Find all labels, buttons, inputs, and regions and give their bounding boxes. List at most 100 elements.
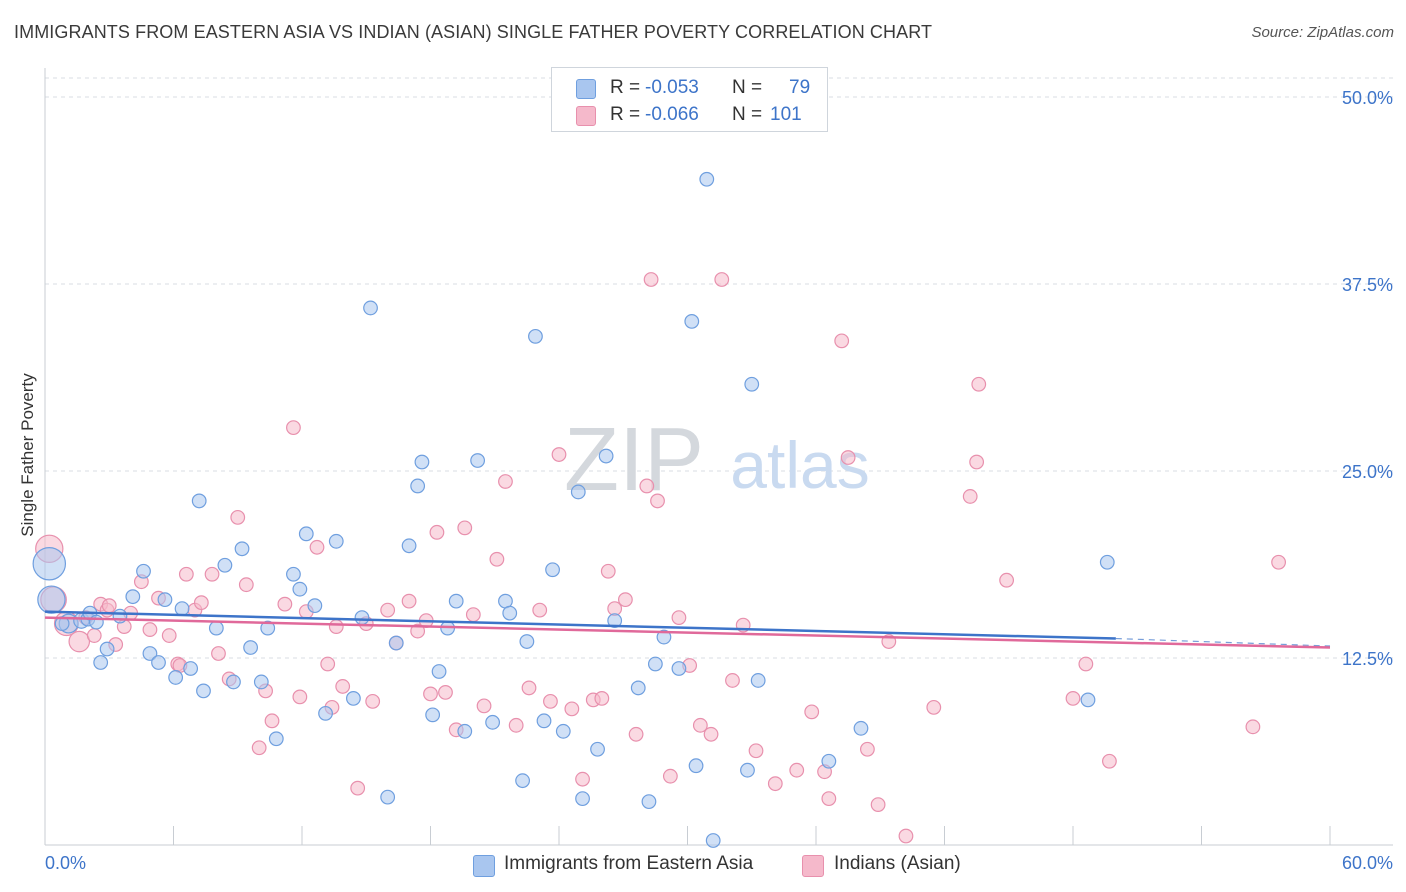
legend-row-indians-asian: R = -0.066 N = 101 [552, 104, 827, 128]
point-eastern-asia [590, 741, 605, 757]
point-eastern-asia [388, 635, 404, 651]
point-indians-asian [1245, 719, 1261, 735]
point-indians-asian [962, 489, 978, 504]
point-indians-asian [204, 566, 220, 582]
point-eastern-asia [750, 673, 766, 688]
point-eastern-asia [363, 300, 378, 316]
point-indians-asian [277, 596, 293, 612]
grid-lines [45, 77, 1393, 659]
point-indians-asian [821, 791, 837, 807]
point-indians-asian [476, 698, 492, 714]
series-indians-asian-points [35, 272, 1286, 844]
point-eastern-asia [125, 589, 141, 605]
point-eastern-asia [853, 720, 869, 736]
point-indians-asian [628, 726, 644, 742]
point-indians-asian [575, 771, 590, 787]
point-eastern-asia [268, 731, 284, 747]
point-indians-asian [142, 622, 158, 637]
point-eastern-asia [641, 794, 657, 810]
point-indians-asian [714, 272, 730, 287]
point-indians-asian [178, 566, 194, 582]
point-eastern-asia [307, 598, 323, 614]
point-indians-asian [238, 577, 254, 593]
point-eastern-asia [112, 608, 128, 624]
trend-line-eastern-asia-extension [1115, 637, 1331, 647]
point-eastern-asia [536, 713, 552, 729]
n-label: N = [732, 77, 763, 98]
point-indians-asian [999, 572, 1015, 588]
point-eastern-asia [260, 620, 276, 636]
point-eastern-asia [32, 547, 67, 581]
point-indians-asian [286, 420, 301, 436]
point-indians-asian [489, 551, 505, 567]
point-eastern-asia [93, 655, 109, 670]
point-indians-asian [438, 685, 453, 700]
point-indians-asian [767, 776, 783, 792]
point-indians-asian [804, 704, 820, 720]
legend-swatch-eastern-asia [473, 855, 495, 877]
point-indians-asian [457, 520, 473, 536]
point-eastern-asia [671, 661, 687, 676]
point-eastern-asia [470, 453, 486, 468]
point-eastern-asia [431, 664, 447, 679]
point-indians-asian [600, 563, 616, 579]
point-eastern-asia [157, 592, 173, 608]
point-indians-asian [1102, 753, 1117, 769]
series-eastern-asia-points [32, 171, 1115, 848]
point-eastern-asia [425, 707, 441, 723]
point-indians-asian [898, 828, 914, 844]
r-label: R = [610, 77, 641, 98]
point-eastern-asia [243, 640, 259, 655]
point-eastern-asia [99, 641, 115, 657]
point-indians-asian [639, 478, 655, 494]
point-eastern-asia [226, 674, 241, 690]
point-indians-asian [532, 602, 548, 618]
point-eastern-asia [354, 610, 370, 626]
point-eastern-asia [744, 376, 760, 392]
point-eastern-asia [196, 683, 211, 699]
point-eastern-asia [191, 493, 207, 509]
point-eastern-asia [821, 753, 837, 769]
point-eastern-asia [740, 762, 755, 778]
point-eastern-asia [346, 690, 361, 706]
point-eastern-asia [699, 171, 715, 187]
point-eastern-asia [318, 705, 333, 721]
point-eastern-asia [688, 758, 704, 774]
point-indians-asian [860, 741, 875, 757]
point-eastern-asia [234, 541, 250, 557]
point-indians-asian [971, 376, 987, 392]
point-indians-asian [101, 598, 117, 614]
point-eastern-asia [298, 526, 314, 542]
y-tick-label: 25.0% [1342, 462, 1393, 482]
point-eastern-asia [575, 791, 590, 807]
x-tick-label: 60.0% [1342, 853, 1393, 873]
point-indians-asian [230, 509, 246, 525]
point-eastern-asia [410, 478, 426, 494]
point-indians-asian [725, 673, 740, 688]
point-eastern-asia [519, 634, 535, 649]
trend-lines [44, 610, 1331, 649]
point-indians-asian [543, 693, 558, 709]
point-eastern-asia [380, 789, 396, 805]
point-indians-asian [1065, 690, 1081, 706]
n-value: 101 [770, 104, 802, 125]
y-tick-label: 12.5% [1342, 649, 1393, 669]
point-indians-asian [617, 592, 633, 608]
point-indians-asian [564, 701, 580, 717]
point-indians-asian [551, 447, 567, 462]
point-indians-asian [748, 743, 764, 759]
point-eastern-asia [253, 674, 269, 690]
legend-label-eastern-asia: Immigrants from Eastern Asia [504, 853, 754, 874]
source-label: Source: ZipAtlas.com [1251, 24, 1394, 41]
point-indians-asian [969, 454, 985, 470]
point-eastern-asia [286, 566, 301, 582]
point-indians-asian [292, 689, 308, 705]
point-indians-asian [521, 680, 537, 696]
point-eastern-asia [656, 629, 672, 645]
point-indians-asian [429, 524, 445, 540]
r-value: -0.066 [645, 104, 699, 125]
point-eastern-asia [528, 328, 543, 344]
point-indians-asian [380, 602, 396, 618]
point-eastern-asia [647, 656, 663, 672]
